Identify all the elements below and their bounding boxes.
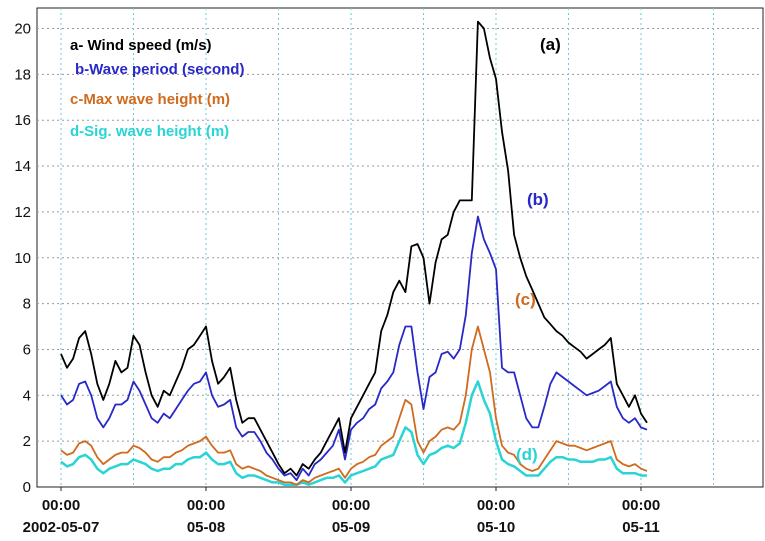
x-tick-time: 00:00 xyxy=(477,497,515,514)
legend-entry-d: d-Sig. wave height (m) xyxy=(70,123,229,140)
y-tick-label: 12 xyxy=(14,204,31,221)
series-line-c xyxy=(60,325,648,486)
x-tick-date: 2002-05-07 xyxy=(23,519,100,536)
legend-entry-b: b-Wave period (second) xyxy=(75,61,244,78)
series-tag-b: (b) xyxy=(527,190,549,209)
series-tag-c: (c) xyxy=(515,290,536,309)
y-tick-label: 20 xyxy=(14,21,31,38)
y-tick-label: 10 xyxy=(14,250,31,267)
y-axis: 0 2 4 6 8 10 12 14 16 18 20 xyxy=(14,21,31,497)
series-lines xyxy=(60,20,648,486)
grid xyxy=(37,8,763,487)
series-tag-d: (d) xyxy=(516,445,538,464)
x-tick-time: 00:00 xyxy=(187,497,225,514)
y-tick-label: 6 xyxy=(23,341,31,358)
x-tick-date: 05-09 xyxy=(332,519,370,536)
series-line-a xyxy=(60,20,648,477)
series-tags: (a) (b) (c) (d) xyxy=(515,35,561,464)
x-tick-time: 00:00 xyxy=(622,497,660,514)
y-tick-label: 18 xyxy=(14,66,31,83)
series-line-d xyxy=(60,380,647,486)
x-tick-date: 05-10 xyxy=(477,519,515,536)
legend-entry-c: c-Max wave height (m) xyxy=(70,91,230,108)
x-tick-date: 05-11 xyxy=(622,519,660,536)
y-tick-label: 8 xyxy=(23,296,31,313)
y-tick-label: 0 xyxy=(23,479,31,496)
y-tick-label: 16 xyxy=(14,112,31,129)
series-line-b xyxy=(60,215,648,481)
x-tick-time: 00:00 xyxy=(332,497,370,514)
y-tick-label: 14 xyxy=(14,158,31,175)
series-tag-a: (a) xyxy=(540,35,561,54)
legend-entry-a: a- Wind speed (m/s) xyxy=(70,37,212,54)
x-tick-date: 05-08 xyxy=(187,519,225,536)
y-tick-label: 2 xyxy=(23,433,31,450)
y-tick-label: 4 xyxy=(23,387,31,404)
x-tick-time: 00:00 xyxy=(42,497,80,514)
x-axis: 00:00 2002-05-07 00:00 05-08 00:00 05-09 00:00… xyxy=(23,487,660,536)
legend: a- Wind speed (m/s) b-Wave period (second… xyxy=(70,37,244,140)
